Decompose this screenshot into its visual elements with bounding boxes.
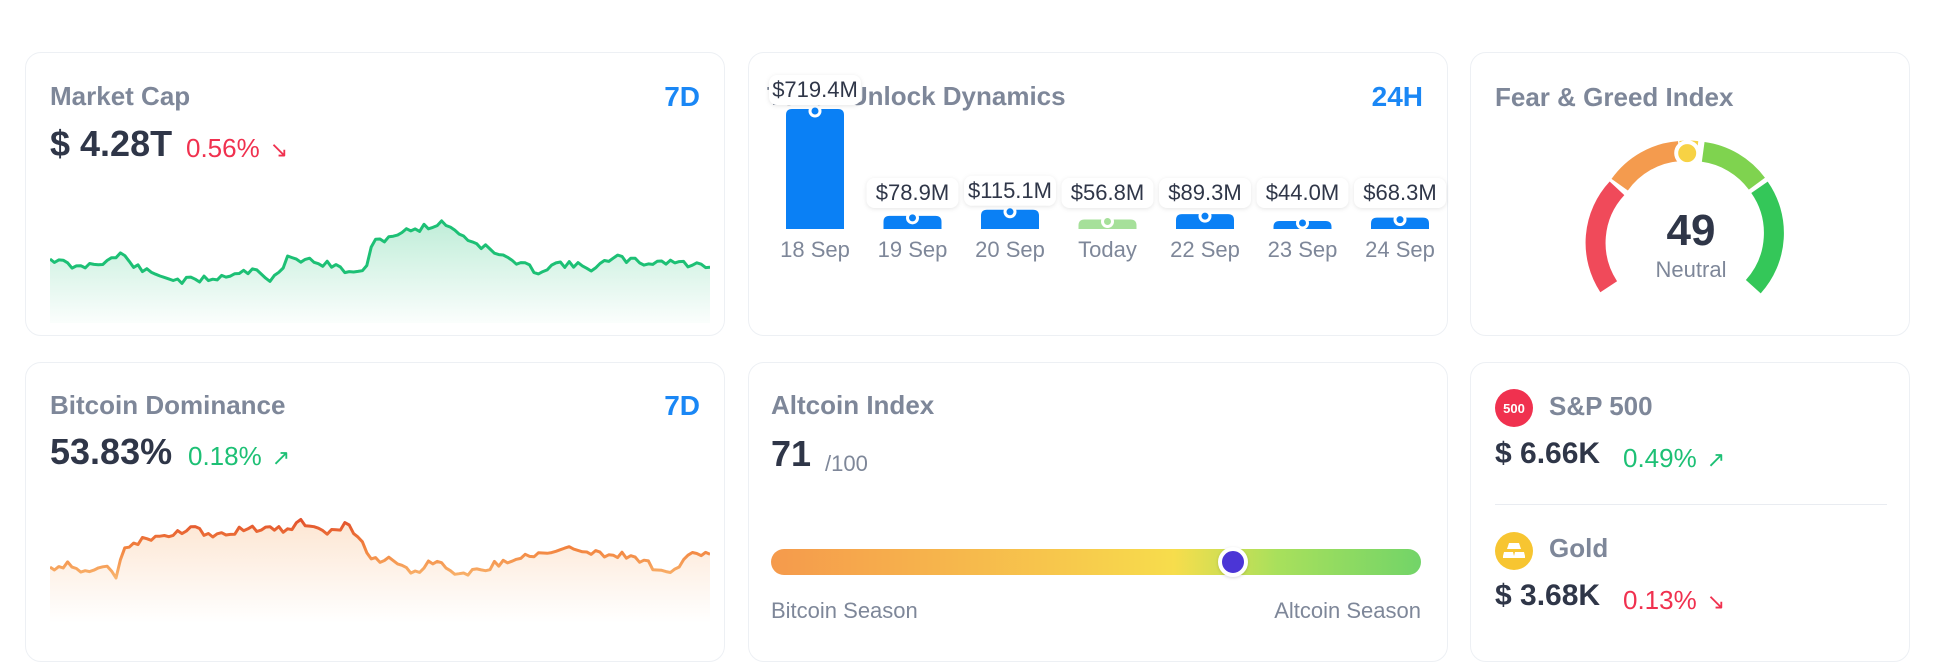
- gold-name: Gold: [1549, 533, 1609, 563]
- sp500-change-value: 0.49%: [1623, 443, 1697, 473]
- bitcoin-season-label: Bitcoin Season: [771, 598, 918, 623]
- token-unlock-value-label: $78.9M: [876, 180, 949, 205]
- gold-bars-glyph-icon: [1503, 543, 1525, 558]
- token-unlock-value-pill: [1256, 178, 1349, 208]
- btc-dominance-sparkline: [50, 518, 710, 623]
- token-unlock-value-pill: [1354, 178, 1446, 208]
- market-cap-title: Market Cap: [50, 81, 191, 111]
- sp500-change: 0.49% ↗: [1623, 443, 1725, 474]
- btc-dominance-sparkline-line: [50, 518, 710, 580]
- fear-greed-label: Neutral: [1656, 257, 1727, 282]
- fear-greed-value: 49: [1667, 206, 1716, 255]
- token-unlock-bar-marker: [1003, 205, 1017, 219]
- token-unlock-value-pill: [769, 75, 861, 105]
- gold-change: 0.13% ↘: [1623, 585, 1725, 616]
- altcoin-index-suffix: /100: [825, 451, 868, 476]
- altcoin-index-bar: [771, 549, 1421, 575]
- fear-greed-title: Fear & Greed Index: [1495, 82, 1734, 112]
- token-unlock-card[interactable]: Token Unlock Dynamics 24H $719.4M 18 Sep $…: [748, 52, 1448, 336]
- token-unlock-date-label: Today: [1078, 237, 1137, 262]
- sp500-value: $ 6.66K: [1495, 437, 1601, 470]
- btc-dominance-card[interactable]: Bitcoin Dominance 7D 53.83% 0.18% ↗: [25, 362, 725, 662]
- sp500-name: S&P 500: [1549, 391, 1653, 421]
- market-cap-sparkline-line: [50, 219, 710, 285]
- gauge-segment-extreme-greed: [1745, 181, 1784, 294]
- market-row-gold[interactable]: Gold $ 3.68K 0.13% ↘: [1471, 505, 1911, 663]
- token-unlock-chart: $719.4M 18 Sep $78.9M 19 Sep $115.1M 20 Sep $5…: [769, 75, 1446, 262]
- token-unlock-value-label: $115.1M: [968, 178, 1052, 203]
- token-unlock-bar[interactable]: [981, 209, 1039, 229]
- btc-dominance-change: 0.18% ↗: [188, 441, 290, 472]
- altcoin-season-label: Altcoin Season: [1274, 598, 1421, 623]
- token-unlock-date-label: 19 Sep: [878, 237, 948, 262]
- btc-dominance-title: Bitcoin Dominance: [50, 390, 286, 420]
- token-unlock-bar-marker: [906, 211, 919, 225]
- token-unlock-date-label: 18 Sep: [780, 237, 850, 262]
- token-unlock-bar-marker: [1296, 216, 1309, 230]
- btc-dominance-sparkline-area: [50, 519, 710, 623]
- gauge-pointer: [1674, 140, 1701, 167]
- token-unlock-date-label: 20 Sep: [975, 237, 1045, 262]
- token-unlock-bar-marker: [1198, 209, 1212, 223]
- arrow-down-right-icon: ↘: [269, 137, 289, 162]
- token-unlock-value-label: $44.0M: [1266, 180, 1339, 205]
- market-cap-sparkline-area: [50, 220, 710, 323]
- markets-card[interactable]: 500 S&P 500 $ 6.66K 0.49% ↗ Gold $ 3.68K …: [1470, 362, 1910, 662]
- gold-value: $ 3.68K: [1495, 579, 1601, 612]
- token-unlock-date-label: 23 Sep: [1268, 237, 1338, 262]
- btc-dominance-change-value: 0.18%: [188, 441, 262, 471]
- altcoin-index-thumb[interactable]: [1217, 547, 1248, 577]
- token-unlock-date-label: 22 Sep: [1170, 237, 1240, 262]
- gauge-segment-extreme-fear: [1585, 181, 1625, 293]
- token-unlock-period-button[interactable]: 24H: [1371, 81, 1423, 112]
- arrow-up-right-icon: ↗: [271, 445, 291, 470]
- token-unlock-bar-marker: [1393, 213, 1407, 227]
- market-cap-period-button[interactable]: 7D: [664, 81, 700, 112]
- token-unlock-value-pill: [1159, 178, 1251, 208]
- gauge-segment-greed: [1701, 141, 1765, 190]
- altcoin-index-value: 71: [771, 433, 812, 474]
- token-unlock-date-label: 24 Sep: [1365, 237, 1435, 262]
- token-unlock-bar[interactable]: [786, 109, 844, 229]
- token-unlock-value-label: $719.4M: [772, 77, 858, 102]
- market-cap-card[interactable]: Market Cap 7D $ 4.28T 0.56% ↘: [25, 52, 725, 336]
- altcoin-index-title: Altcoin Index: [771, 390, 935, 420]
- token-unlock-value-label: $68.3M: [1363, 180, 1436, 205]
- market-cap-value: $ 4.28T: [50, 123, 173, 164]
- gold-change-value: 0.13%: [1623, 585, 1697, 615]
- token-unlock-value-pill: [964, 175, 1056, 206]
- market-cap-change: 0.56% ↘: [186, 133, 288, 164]
- fear-greed-card[interactable]: Fear & Greed Index 49 Neutral: [1470, 52, 1910, 336]
- token-unlock-bar-marker: [1101, 215, 1114, 229]
- sp500-logo-icon: 500: [1495, 389, 1533, 427]
- arrow-up-right-icon: ↗: [1706, 447, 1726, 472]
- btc-dominance-period-button[interactable]: 7D: [664, 390, 700, 421]
- token-unlock-value-pill: [866, 178, 959, 208]
- gold-bars-icon: [1495, 532, 1533, 570]
- market-cap-sparkline: [50, 219, 710, 323]
- market-row-sp500[interactable]: 500 S&P 500 $ 6.66K 0.49% ↗: [1471, 363, 1911, 503]
- token-unlock-value-label: $89.3M: [1168, 180, 1241, 205]
- altcoin-index-card[interactable]: Altcoin Index 71 /100 Bitcoin Season Alt…: [748, 362, 1448, 662]
- btc-dominance-value: 53.83%: [50, 431, 173, 472]
- market-cap-change-value: 0.56%: [186, 133, 260, 163]
- arrow-down-right-icon: ↘: [1706, 589, 1726, 614]
- fear-greed-gauge: 49 Neutral: [1585, 140, 1784, 294]
- gauge-segment-fear: [1611, 141, 1680, 191]
- markets-divider: [1495, 504, 1887, 505]
- token-unlock-value-pill: [1061, 178, 1154, 208]
- token-unlock-value-label: $56.8M: [1071, 180, 1144, 205]
- token-unlock-bar-marker: [808, 104, 822, 118]
